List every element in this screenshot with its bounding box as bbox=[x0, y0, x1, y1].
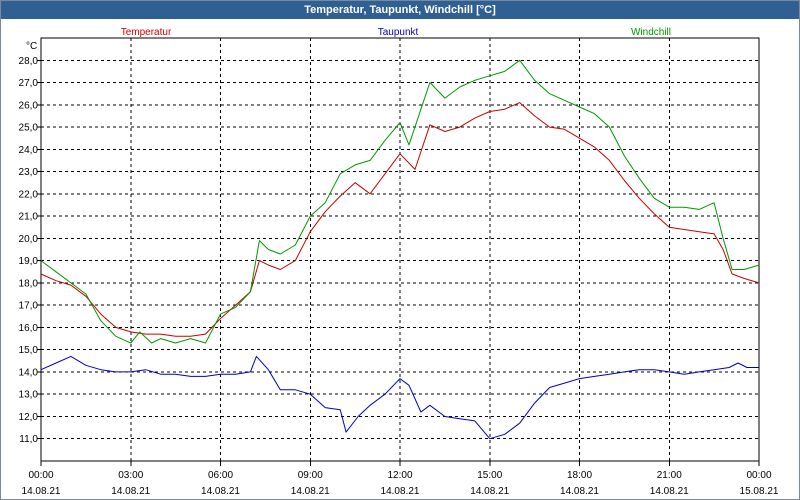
legend-item-temperatur: Temperatur bbox=[121, 27, 172, 38]
y-tick-label: 17,0 bbox=[19, 301, 39, 312]
y-tick-label: 13,0 bbox=[19, 390, 39, 401]
x-tick-date-label: 14.08.21 bbox=[381, 486, 420, 497]
x-tick-time-label: 09:00 bbox=[298, 470, 323, 481]
x-tick-date-label: 14.08.21 bbox=[470, 486, 509, 497]
y-tick-label: 20,0 bbox=[19, 234, 39, 245]
series-line-taupunkt bbox=[40, 355, 759, 440]
x-tick-date-label: 14.08.21 bbox=[291, 486, 330, 497]
series-line-temperatur bbox=[40, 102, 760, 337]
x-tick-date-label: 14.08.21 bbox=[201, 486, 240, 497]
window-title: Temperatur, Taupunkt, Windchill [°C] bbox=[1, 1, 799, 19]
x-tick-time-label: 12:00 bbox=[387, 470, 412, 481]
y-tick-label: 12,0 bbox=[19, 412, 39, 423]
axes bbox=[37, 37, 760, 466]
y-tick-label: 11,0 bbox=[19, 434, 38, 445]
x-tick-time-label: 00:00 bbox=[746, 470, 771, 481]
y-tick-label: 23,0 bbox=[19, 167, 39, 178]
y-tick-label: 18,0 bbox=[19, 278, 39, 289]
plot-frame bbox=[40, 37, 760, 462]
x-tick-time-label: 21:00 bbox=[657, 470, 682, 481]
x-tick-time-label: 06:00 bbox=[208, 470, 233, 481]
legend-item-taupunkt: Taupunkt bbox=[378, 27, 419, 38]
y-tick-label: 16,0 bbox=[19, 323, 39, 334]
legend-item-windchill: Windchill bbox=[631, 27, 671, 38]
x-tick-date-label: 14.08.21 bbox=[650, 486, 689, 497]
y-tick-label: 24,0 bbox=[19, 145, 39, 156]
series-lines bbox=[40, 59, 760, 440]
x-tick-date-label: 15.08.21 bbox=[740, 486, 779, 497]
legend: Temperatur Taupunkt Windchill bbox=[121, 27, 671, 38]
x-tick-time-label: 00:00 bbox=[28, 470, 53, 481]
y-unit-label: °C bbox=[26, 41, 37, 52]
y-tick-label: 14,0 bbox=[19, 367, 39, 378]
y-tick-label: 21,0 bbox=[19, 212, 39, 223]
y-tick-label: 26,0 bbox=[19, 100, 39, 111]
x-tick-date-label: 14.08.21 bbox=[111, 486, 150, 497]
series-line-windchill bbox=[40, 59, 760, 344]
y-tick-label: 19,0 bbox=[19, 256, 39, 267]
y-tick-label: 27,0 bbox=[19, 78, 39, 89]
y-tick-label: 22,0 bbox=[19, 189, 39, 200]
x-tick-time-label: 03:00 bbox=[118, 470, 143, 481]
tick-labels: 11,0 12,0 13,0 14,0 15,0 16,0 17,0 18,0 19,0 20,0… bbox=[19, 41, 779, 497]
x-tick-time-label: 18:00 bbox=[567, 470, 592, 481]
grid bbox=[41, 38, 759, 461]
y-tick-label: 25,0 bbox=[19, 123, 39, 134]
x-tick-date-label: 14.08.21 bbox=[22, 486, 61, 497]
x-tick-date-label: 14.08.21 bbox=[560, 486, 599, 497]
x-tick-time-label: 15:00 bbox=[477, 470, 502, 481]
y-tick-label: 15,0 bbox=[19, 345, 39, 356]
y-tick-label: 28,0 bbox=[19, 56, 39, 67]
